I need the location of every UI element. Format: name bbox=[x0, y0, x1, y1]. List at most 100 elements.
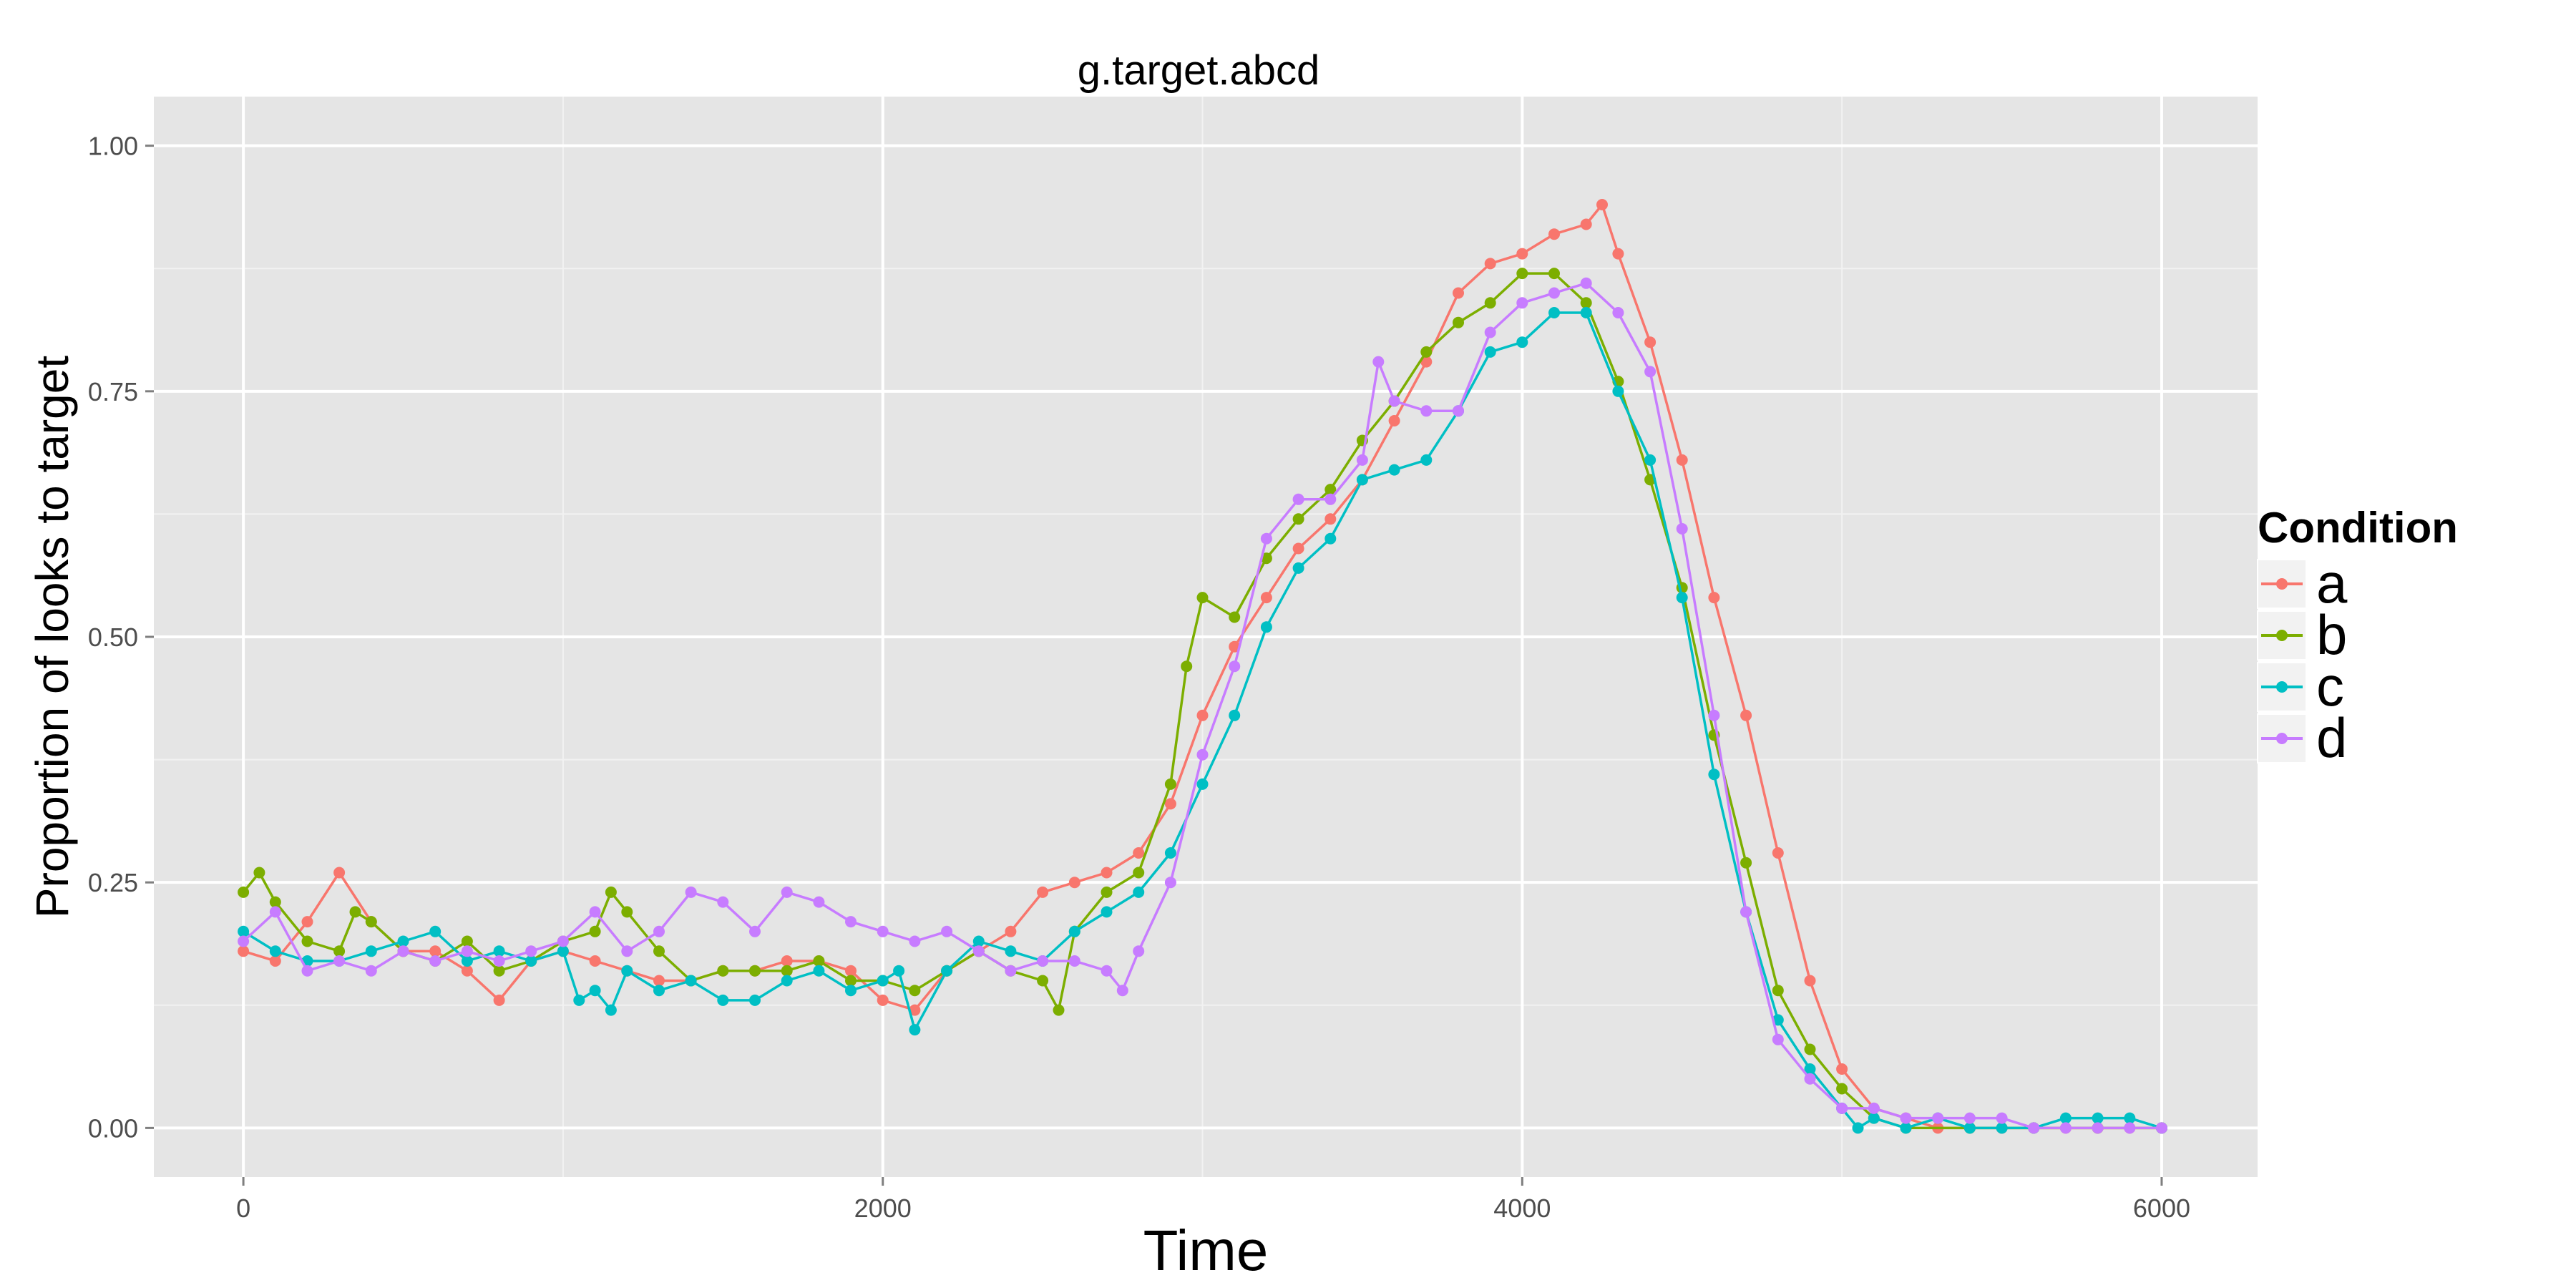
data-point bbox=[653, 925, 665, 937]
data-point bbox=[1420, 356, 1433, 368]
data-point bbox=[461, 955, 473, 967]
data-point bbox=[813, 965, 825, 977]
data-point bbox=[1181, 660, 1193, 673]
x-axis-title: Time bbox=[1143, 1219, 1269, 1282]
data-point bbox=[301, 916, 313, 928]
data-point bbox=[238, 886, 250, 898]
data-point bbox=[845, 975, 857, 987]
data-point bbox=[1900, 1122, 1912, 1134]
data-point bbox=[1484, 297, 1496, 309]
data-point bbox=[1164, 778, 1176, 790]
data-point bbox=[1196, 778, 1209, 790]
data-point bbox=[717, 965, 729, 977]
data-point bbox=[1292, 542, 1304, 555]
data-point bbox=[1804, 1043, 1816, 1055]
data-point bbox=[253, 867, 265, 879]
data-point bbox=[1868, 1102, 1880, 1114]
data-point bbox=[845, 916, 857, 928]
data-point bbox=[1068, 925, 1080, 937]
data-point bbox=[1644, 366, 1657, 378]
data-point bbox=[1324, 484, 1337, 496]
data-point bbox=[1133, 867, 1145, 879]
data-point bbox=[2124, 1112, 2136, 1124]
data-point bbox=[717, 896, 729, 908]
data-point bbox=[461, 935, 473, 947]
data-point bbox=[269, 945, 281, 957]
data-point bbox=[557, 945, 569, 957]
data-point bbox=[941, 925, 953, 937]
data-point bbox=[1772, 985, 1784, 997]
data-point bbox=[813, 955, 825, 967]
data-point bbox=[493, 955, 505, 967]
data-point bbox=[589, 955, 601, 967]
data-point bbox=[365, 945, 377, 957]
data-point bbox=[1516, 336, 1528, 348]
y-tick-label: 0.75 bbox=[88, 377, 138, 406]
data-point bbox=[269, 906, 281, 918]
data-point bbox=[525, 945, 537, 957]
data-point bbox=[1772, 1014, 1784, 1026]
data-point bbox=[1005, 925, 1017, 937]
data-point bbox=[1580, 297, 1592, 309]
legend-key-point bbox=[2276, 578, 2288, 590]
data-point bbox=[1548, 307, 1560, 318]
data-point bbox=[909, 1024, 921, 1036]
data-point bbox=[941, 965, 953, 977]
data-point bbox=[877, 994, 889, 1006]
legend-item-b: b bbox=[2257, 603, 2347, 666]
data-point bbox=[349, 906, 361, 918]
data-point bbox=[525, 955, 537, 967]
legend-title: Condition bbox=[2258, 504, 2458, 552]
y-axis-title: Proportion of looks to target bbox=[26, 356, 78, 918]
data-point bbox=[781, 965, 793, 977]
legend-key-point bbox=[2276, 681, 2288, 693]
data-point bbox=[621, 945, 633, 957]
y-tick-label: 0.50 bbox=[88, 623, 138, 652]
data-point bbox=[333, 945, 346, 957]
data-point bbox=[2156, 1122, 2167, 1134]
data-point bbox=[1068, 955, 1080, 967]
data-point bbox=[1388, 415, 1400, 426]
legend-label-b: b bbox=[2316, 603, 2347, 666]
grid-major bbox=[154, 97, 2258, 1177]
x-tick-label: 2000 bbox=[854, 1194, 912, 1223]
data-point bbox=[1644, 454, 1657, 466]
data-point bbox=[1388, 395, 1400, 407]
data-point bbox=[1229, 709, 1241, 721]
data-point bbox=[1101, 906, 1113, 918]
data-point bbox=[1101, 867, 1113, 879]
data-point bbox=[333, 955, 346, 967]
data-point bbox=[333, 867, 346, 879]
data-point bbox=[1420, 454, 1433, 466]
data-point bbox=[1196, 592, 1209, 604]
data-point bbox=[1996, 1122, 2008, 1134]
data-point bbox=[1740, 906, 1752, 918]
data-point bbox=[589, 925, 601, 937]
data-point bbox=[1612, 385, 1624, 397]
data-point bbox=[1963, 1122, 1976, 1134]
data-point bbox=[1772, 1033, 1784, 1045]
y-tick-label: 0.25 bbox=[88, 868, 138, 897]
data-point bbox=[1596, 199, 1608, 210]
data-point bbox=[1453, 316, 1464, 328]
data-point bbox=[1484, 258, 1496, 270]
data-point bbox=[1133, 847, 1145, 859]
data-point bbox=[1708, 709, 1720, 721]
data-point bbox=[1164, 877, 1176, 889]
data-point bbox=[301, 935, 313, 947]
data-point bbox=[909, 1004, 921, 1016]
data-point bbox=[653, 985, 665, 997]
data-point bbox=[605, 1004, 617, 1016]
data-point bbox=[1420, 405, 1433, 417]
y-tick-label: 0.00 bbox=[88, 1113, 138, 1143]
legend-key-point bbox=[2276, 733, 2288, 744]
data-point bbox=[1804, 1063, 1816, 1075]
data-point bbox=[972, 935, 985, 947]
data-point bbox=[1708, 769, 1720, 781]
data-point bbox=[781, 975, 793, 987]
data-point bbox=[1772, 847, 1784, 859]
data-point bbox=[1133, 945, 1145, 957]
data-point bbox=[1260, 621, 1272, 633]
x-tick-label: 4000 bbox=[1493, 1194, 1551, 1223]
data-point bbox=[1580, 307, 1592, 318]
